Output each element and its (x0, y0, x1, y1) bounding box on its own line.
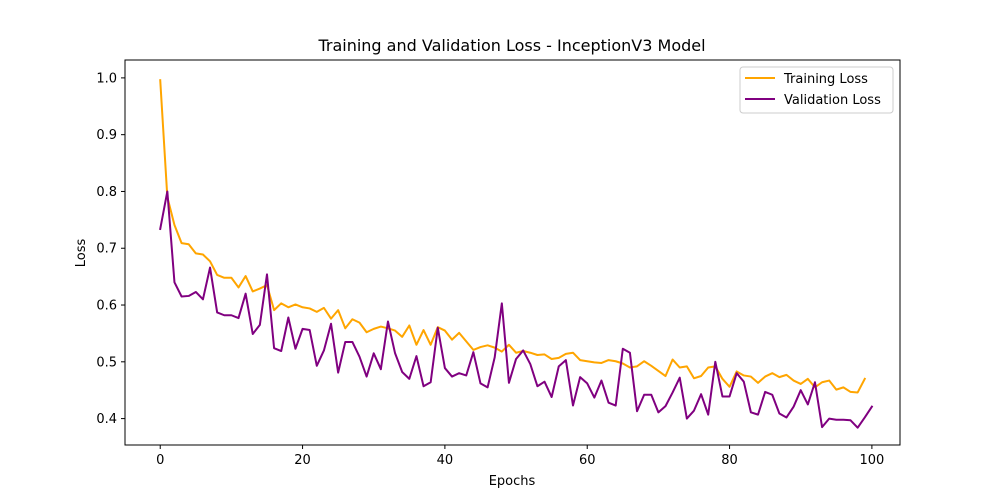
x-axis-ticks: 0 20 40 60 80 100 (156, 445, 884, 468)
x-tick-label: 20 (294, 453, 311, 468)
plot-area-frame (124, 59, 901, 446)
y-tick-label: 0.7 (96, 242, 117, 257)
y-tick-label: 0.4 (96, 412, 117, 427)
x-tick-label: 40 (437, 453, 454, 468)
x-tick-label: 100 (859, 453, 884, 468)
x-tick-label: 60 (579, 453, 596, 468)
legend: Training Loss Validation Loss (739, 66, 894, 114)
y-axis-label: Loss (74, 239, 89, 268)
series-layer (159, 79, 874, 429)
y-tick-label: 0.5 (96, 355, 117, 370)
training-loss-line (159, 79, 867, 394)
x-tick-label: 0 (156, 453, 164, 468)
legend-box (739, 66, 894, 114)
y-tick-label: 0.6 (96, 299, 117, 314)
y-tick-label: 0.9 (96, 128, 117, 143)
y-tick-label: 0.8 (96, 185, 117, 200)
legend-label-validation: Validation Loss (784, 93, 881, 108)
x-axis-label: Epochs (489, 474, 536, 489)
y-axis-ticks: 0.4 0.5 0.6 0.7 0.8 0.9 1.0 (96, 71, 125, 427)
x-tick-label: 80 (721, 453, 738, 468)
chart-title: Training and Validation Loss - Inception… (317, 36, 705, 55)
legend-label-training: Training Loss (783, 72, 868, 87)
y-tick-label: 1.0 (96, 71, 117, 86)
validation-loss-line (159, 190, 874, 429)
